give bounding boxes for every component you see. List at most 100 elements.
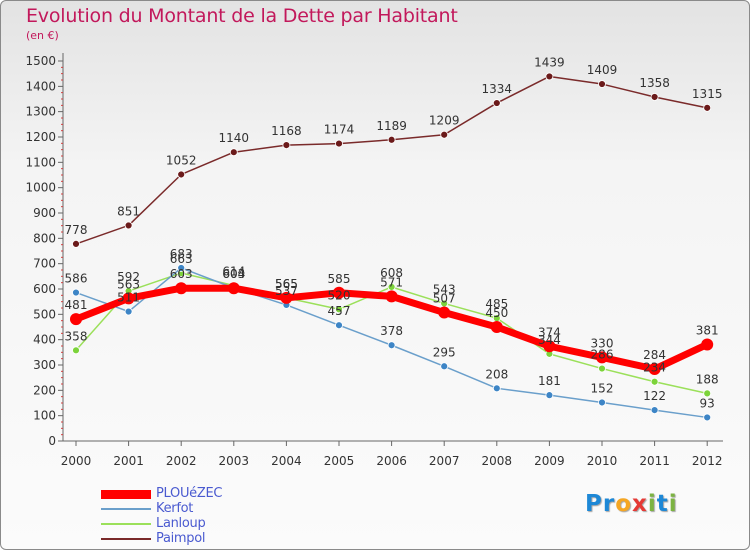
data-label-plouézec: 330: [591, 336, 614, 350]
y-tick-label: 0: [48, 434, 56, 448]
data-point-paimpol: [335, 139, 343, 148]
data-label-kerfot: 122: [643, 389, 666, 403]
data-label-kerfot: 457: [328, 304, 351, 318]
legend-swatch: [101, 489, 151, 499]
data-point-plouézec: [543, 340, 556, 353]
data-label-plouézec: 507: [433, 292, 456, 306]
y-tick-label: 200: [33, 383, 56, 397]
logo-letter: t: [656, 491, 669, 517]
logo-letter: x: [632, 491, 648, 517]
data-label-plouézec: 450: [485, 306, 508, 320]
data-point-paimpol: [492, 99, 501, 107]
proxiti-logo: Proxiti: [585, 491, 678, 517]
data-label-paimpol: 778: [65, 223, 88, 237]
data-label-lanloup: 614: [222, 264, 245, 278]
legend-swatch: [101, 538, 151, 540]
data-label-lanloup: 485: [485, 297, 508, 311]
x-tick-label: 2004: [271, 454, 302, 468]
data-point-plouézec: [596, 351, 608, 364]
data-point-lanloup: [598, 364, 606, 373]
x-tick-label: 2006: [376, 454, 407, 468]
legend-item: PLOUéZEC: [101, 486, 361, 501]
data-point-plouézec: [70, 313, 82, 326]
data-label-paimpol: 1439: [534, 55, 565, 69]
data-label-plouézec: 571: [380, 275, 403, 289]
y-tick-label: 1500: [25, 54, 56, 68]
data-label-kerfot: 511: [117, 291, 140, 305]
legend-label: Paimpol: [156, 531, 206, 546]
x-tick-label: 2008: [482, 454, 513, 468]
data-label-paimpol: 1140: [219, 131, 250, 145]
data-label-lanloup: 286: [591, 348, 614, 362]
y-tick-label: 400: [33, 333, 56, 347]
data-label-kerfot: 537: [275, 284, 298, 298]
legend-swatch: [101, 523, 151, 525]
y-tick-label: 100: [33, 409, 56, 423]
data-label-paimpol: 1209: [429, 114, 460, 128]
data-point-kerfot: [492, 384, 501, 393]
data-label-lanloup: 344: [538, 333, 561, 347]
data-point-kerfot: [387, 341, 396, 350]
logo-letter: r: [602, 491, 616, 517]
data-label-lanloup: 234: [643, 361, 666, 375]
y-tick-label: 800: [33, 231, 56, 245]
data-label-kerfot: 295: [433, 345, 456, 359]
chart-title: Evolution du Montant de la Dette par Hab…: [26, 5, 458, 27]
legend-label: Lanloup: [156, 516, 206, 531]
y-tick-label: 1200: [25, 130, 56, 144]
data-label-paimpol: 1409: [587, 63, 618, 77]
y-tick-label: 1400: [25, 79, 56, 93]
legend-item: Lanloup: [101, 516, 361, 531]
data-point-plouézec: [122, 292, 135, 305]
chart-legend: PLOUéZEC Kerfot Lanloup Paimpol: [101, 486, 361, 546]
data-label-plouézec: 374: [538, 325, 561, 339]
data-point-paimpol: [177, 170, 186, 179]
data-point-paimpol: [440, 130, 449, 139]
data-point-plouézec: [648, 363, 661, 376]
data-point-kerfot: [72, 288, 80, 297]
data-label-kerfot: 604: [222, 267, 245, 281]
data-point-lanloup: [703, 389, 712, 398]
data-point-plouézec: [280, 291, 293, 304]
data-label-plouézec: 284: [643, 348, 666, 362]
legend-swatch: [101, 508, 151, 510]
data-point-kerfot: [335, 321, 343, 330]
x-tick-label: 2000: [61, 454, 92, 468]
legend-item: Paimpol: [101, 531, 361, 546]
legend-item: Kerfot: [101, 501, 361, 516]
data-label-lanloup: 565: [275, 277, 298, 291]
x-tick-label: 2009: [534, 454, 565, 468]
data-point-kerfot: [177, 264, 186, 272]
data-label-lanloup: 592: [117, 270, 140, 284]
x-tick-label: 2005: [324, 454, 355, 468]
legend-label: Kerfot: [156, 501, 194, 516]
data-point-lanloup: [335, 305, 343, 314]
data-label-plouézec: 481: [65, 298, 88, 312]
data-point-paimpol: [650, 93, 659, 101]
data-label-paimpol: 1168: [271, 124, 302, 138]
logo-letter: o: [615, 491, 633, 517]
data-label-paimpol: 1189: [376, 119, 407, 133]
data-point-kerfot: [703, 413, 712, 422]
y-tick-label: 1300: [25, 105, 56, 119]
data-point-kerfot: [440, 362, 449, 371]
data-label-paimpol: 1334: [482, 82, 513, 96]
data-label-plouézec: 603: [222, 267, 245, 281]
x-tick-label: 2002: [166, 454, 197, 468]
data-label-kerfot: 208: [485, 367, 508, 381]
x-tick-label: 2003: [219, 454, 250, 468]
data-label-plouézec: 565: [275, 277, 298, 291]
data-point-kerfot: [598, 398, 606, 407]
data-point-plouézec: [227, 282, 240, 295]
data-point-plouézec: [175, 282, 188, 295]
logo-letter: i: [647, 491, 657, 517]
data-point-plouézec: [333, 286, 345, 299]
y-tick-label: 300: [33, 358, 56, 372]
data-point-kerfot: [650, 406, 659, 414]
data-label-paimpol: 1052: [166, 153, 197, 167]
data-label-lanloup: 543: [433, 282, 456, 296]
data-point-paimpol: [387, 135, 396, 144]
data-label-lanloup: 663: [170, 252, 193, 266]
x-tick-label: 2010: [587, 454, 618, 468]
data-label-kerfot: 152: [591, 381, 614, 395]
